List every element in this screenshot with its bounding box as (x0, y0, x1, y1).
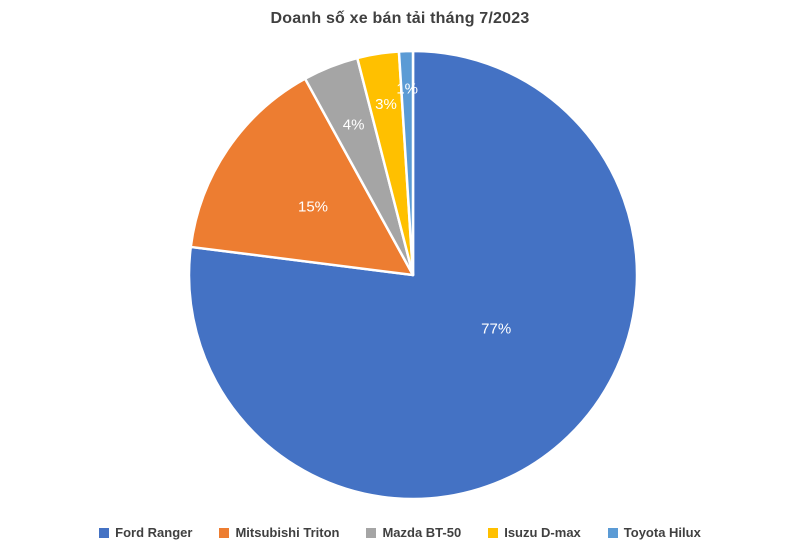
pie-slice-toyota-hilux (397, 49, 415, 277)
slice-label-isuzu-d-max: 3% (375, 96, 397, 113)
slice-label-mitsubishi-triton: 15% (298, 199, 328, 216)
legend-label: Isuzu D-max (504, 525, 581, 540)
legend-item-ford-ranger: Ford Ranger (99, 525, 192, 540)
legend-swatch-icon (366, 527, 377, 538)
legend-label: Mitsubishi Triton (235, 525, 340, 540)
legend-label: Ford Ranger (115, 525, 193, 540)
legend: Ford Ranger Mitsubishi Triton Mazda BT-50 I… (0, 525, 800, 540)
legend-item-isuzu-d-max: Isuzu D-max (488, 525, 581, 540)
chart-title: Doanh số xe bán tải tháng 7/2023 (270, 10, 530, 27)
legend-item-toyota-hilux: Toyota Hilux (607, 525, 701, 540)
slice-label-ford-ranger: 77% (481, 320, 511, 337)
legend-label: Mazda BT-50 (382, 525, 462, 540)
slice-label-mazda-bt-50: 4% (343, 117, 365, 134)
legend-swatch-icon (488, 527, 499, 538)
pie-slice-mitsubishi-triton (189, 77, 415, 277)
slice-label-toyota-hilux: 1% (396, 81, 418, 98)
legend-swatch-icon (607, 527, 618, 538)
legend-swatch-icon (99, 527, 110, 538)
legend-item-mitsubishi-triton: Mitsubishi Triton (219, 525, 339, 540)
legend-label: Toyota Hilux (623, 525, 701, 540)
legend-swatch-icon (219, 527, 230, 538)
legend-item-mazda-bt-50: Mazda BT-50 (366, 525, 461, 540)
